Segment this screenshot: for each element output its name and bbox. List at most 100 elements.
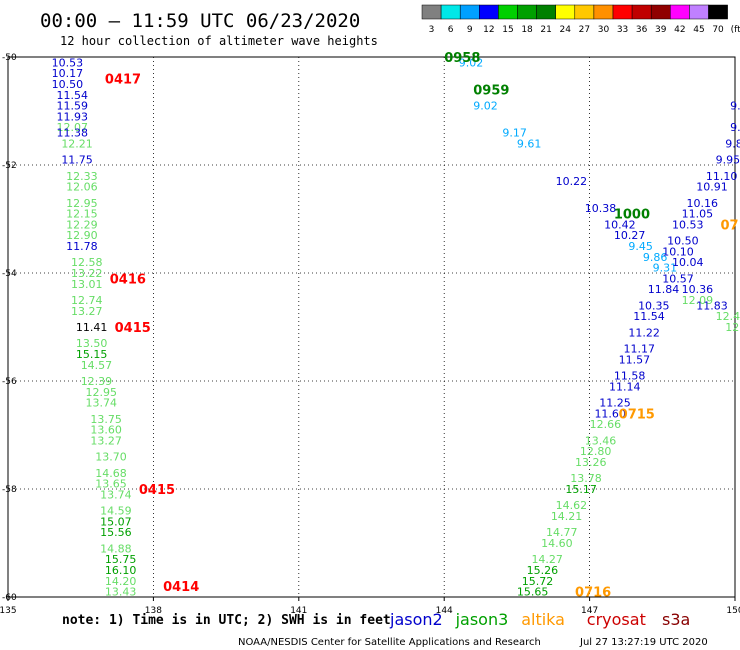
- swh-value-label: 11.25: [599, 397, 631, 410]
- pass-time-label: 0415: [139, 483, 175, 498]
- footer-credit: NOAA/NESDIS Center for Satellite Applica…: [238, 637, 541, 648]
- swh-value-label: 13.60: [90, 424, 122, 437]
- swh-value-label: 11.54: [56, 89, 88, 102]
- swh-value-label: 12.74: [71, 294, 103, 307]
- swh-value-label: 9.0: [730, 100, 740, 113]
- colorbar-tick-label: 70: [712, 25, 724, 35]
- swh-value-label: 10.53: [52, 56, 83, 69]
- swh-value-label: 11.22: [628, 326, 660, 339]
- swh-value-label: 15.56: [100, 526, 132, 539]
- legend-jason2: jason2: [389, 610, 443, 629]
- swh-value-label: 12.58: [71, 256, 103, 269]
- colorbar-tick-label: 39: [655, 25, 667, 35]
- swh-value-label: 10.10: [662, 245, 694, 258]
- swh-value-label: 14.88: [100, 542, 132, 555]
- legend-s3a: s3a: [662, 610, 690, 629]
- swh-value-label: 10.50: [52, 78, 83, 91]
- swh-value-label: 10.38: [585, 202, 617, 215]
- y-tick-label: -58: [2, 485, 17, 495]
- swh-value-label: 12.90: [66, 229, 98, 242]
- swh-value-label: 11.84: [648, 283, 680, 296]
- swh-value-label: 9.02: [473, 100, 498, 113]
- swh-value-label: 11.05: [682, 208, 714, 221]
- swh-value-label: 13.74: [86, 397, 118, 410]
- swh-value-label: 12.39: [81, 375, 113, 388]
- x-tick-label: 144: [436, 606, 453, 616]
- swh-value-label: 11.14: [609, 380, 641, 393]
- y-tick-label: -60: [2, 593, 17, 603]
- pass-time-label: 0416: [110, 272, 146, 287]
- swh-value-label: 9.95: [716, 154, 740, 167]
- colorbar-swatch: [555, 4, 576, 20]
- swh-value-label: 11.59: [56, 100, 88, 113]
- swh-value-label: 15.26: [527, 564, 559, 577]
- swh-value-label: 12.09: [682, 294, 714, 307]
- swh-value-label: 10.16: [687, 197, 719, 210]
- swh-value-label: 15.65: [517, 586, 549, 599]
- colorbar-tick-label: 45: [693, 25, 704, 35]
- swh-value-label: 10.27: [614, 229, 646, 242]
- swh-value-label: 13.27: [71, 305, 103, 318]
- pass-time-label: 071: [720, 218, 740, 233]
- pass-time-label: 0959: [473, 83, 509, 98]
- swh-value-label: 11.41: [76, 321, 108, 334]
- x-tick-label: 138: [145, 606, 162, 616]
- colorbar-tick-label: 21: [540, 25, 551, 35]
- colorbar-tick-label: 6: [448, 25, 454, 35]
- colorbar-tick-label: 27: [579, 25, 590, 35]
- swh-value-label: 13.27: [90, 434, 122, 447]
- swh-value-label: 14.77: [546, 526, 578, 539]
- swh-value-label: 12.29: [66, 218, 98, 231]
- colorbar-swatch: [479, 4, 499, 20]
- colorbar-tick-label: 24: [560, 25, 572, 35]
- x-tick-label: 147: [581, 606, 598, 616]
- swh-value-label: 10.91: [696, 181, 728, 194]
- footer-timestamp: Jul 27 13:27:19 UTC 2020: [579, 637, 708, 648]
- colorbar-tick-label: 9: [467, 25, 473, 35]
- colorbar-swatch: [593, 4, 614, 20]
- swh-value-label: 13.75: [90, 413, 122, 426]
- swh-value-label: 14.62: [556, 499, 588, 512]
- swh-value-label: 12.95: [86, 386, 118, 399]
- pass-time-label: 0415: [115, 321, 151, 336]
- swh-value-label: 9.17: [502, 127, 527, 140]
- swh-value-label: 10.42: [604, 218, 636, 231]
- colorbar-swatch: [421, 4, 442, 20]
- colorbar-swatch: [631, 4, 652, 20]
- chart-subtitle: 12 hour collection of altimeter wave hei…: [60, 34, 378, 48]
- swh-value-label: 12.21: [61, 137, 93, 150]
- swh-value-label: 13.65: [95, 478, 127, 491]
- swh-value-label: 12.33: [66, 170, 98, 183]
- x-tick-label: 150: [726, 606, 740, 616]
- colorbar-tick-label: 30: [598, 25, 610, 35]
- x-tick-label: 141: [290, 606, 307, 616]
- swh-value-label: 15.07: [100, 515, 132, 528]
- swh-value-label: 9.92: [730, 121, 740, 134]
- swh-value-label: 10.17: [52, 67, 83, 80]
- colorbar-tick-label: 42: [674, 25, 685, 35]
- swh-value-label: 12.40: [716, 310, 740, 323]
- swh-value-label: 11.78: [66, 240, 98, 253]
- swh-value-label: 12.66: [590, 418, 622, 431]
- swh-value-label: 11.93: [56, 110, 88, 123]
- swh-value-label: 13.43: [105, 586, 137, 599]
- footer: note: 1) Time is in UTC; 2) SWH is in fe…: [62, 610, 708, 648]
- swh-value-label: 14.59: [100, 505, 132, 518]
- plot-axes: 135 138 141 144 147 150 -50 -52 -54 -56 -58 -60: [0, 53, 740, 616]
- y-tick-label: -50: [2, 53, 17, 63]
- swh-value-label: 12.52: [725, 321, 740, 334]
- swh-value-label: 9.31: [653, 262, 678, 275]
- colorbar-swatch: [670, 4, 690, 20]
- pass-time-label: 1000: [614, 208, 650, 223]
- swh-value-label: 13.46: [585, 434, 617, 447]
- colorbar-swatch: [498, 4, 518, 20]
- swh-value-label: 13.78: [570, 472, 602, 485]
- pass-time-label: 0414: [163, 580, 199, 595]
- y-tick-label: -56: [2, 377, 17, 387]
- swh-value-label: 11.10: [706, 170, 738, 183]
- plot-frame: [7, 56, 736, 598]
- legend-jason3: jason3: [455, 610, 509, 629]
- footer-note: note: 1) Time is in UTC; 2) SWH is in fe…: [62, 613, 391, 628]
- swh-value-label: 10.57: [662, 272, 694, 285]
